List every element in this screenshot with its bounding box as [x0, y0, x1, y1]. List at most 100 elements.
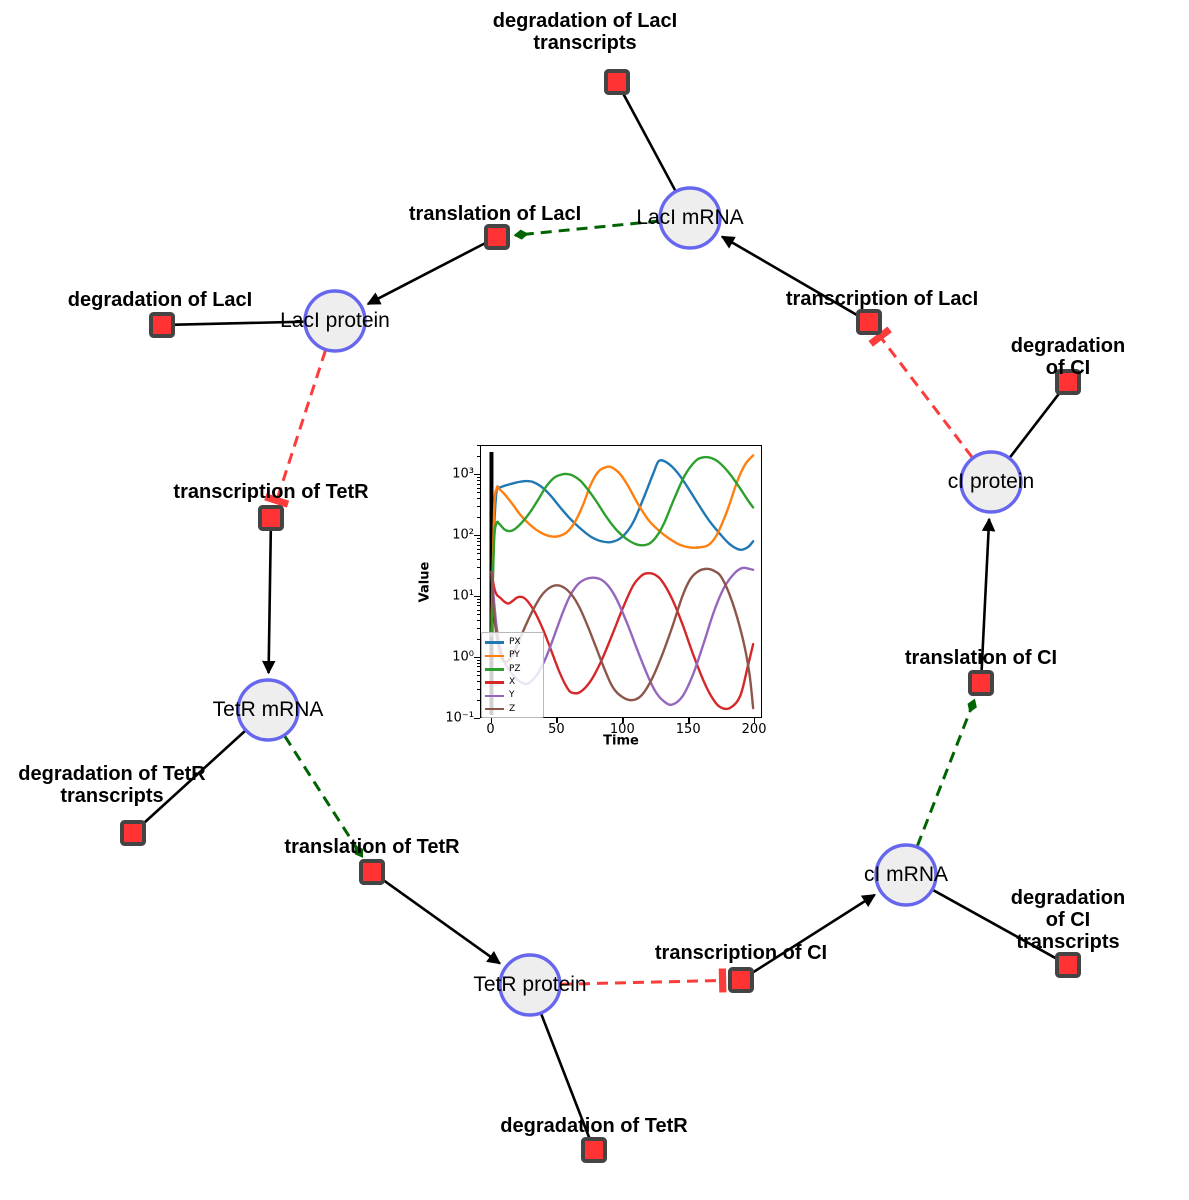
legend-label: PY: [509, 650, 520, 661]
y-minor-tick: [477, 688, 481, 690]
legend-label: Z: [509, 703, 516, 714]
y-minor-tick: [477, 605, 481, 607]
edge-product: [980, 517, 996, 671]
x-tick-mark: [490, 718, 492, 723]
reaction-node-tx_ci[interactable]: [728, 967, 754, 993]
legend-item-PZ: PZ: [485, 663, 540, 676]
species-node-laci_protein[interactable]: [303, 289, 367, 353]
y-minor-tick: [477, 675, 481, 677]
reaction-node-trl_ci[interactable]: [968, 670, 994, 696]
species-node-ci_mrna[interactable]: [874, 843, 938, 907]
edge-product: [381, 878, 502, 965]
y-minor-tick: [477, 537, 481, 539]
species-label-ci_protein: cI protein: [947, 469, 1035, 493]
y-tick-mark: [474, 535, 480, 537]
species-label-laci_protein: LacI protein: [280, 308, 390, 332]
reaction-label-trl_tetr: translation of TetR: [284, 836, 460, 858]
species-node-laci_mrna[interactable]: [658, 186, 722, 250]
legend-item-X: X: [485, 676, 540, 689]
legend-label: PX: [509, 637, 521, 648]
y-minor-tick: [477, 609, 481, 611]
species-label-laci_mrna: LacI mRNA: [636, 205, 744, 229]
y-minor-tick: [477, 666, 481, 668]
reaction-node-deg_laci[interactable]: [149, 312, 175, 338]
legend-label: PZ: [509, 663, 521, 674]
plot-series-area: [489, 451, 755, 716]
reaction-label-deg_tetr_tx: degradation of TetR transcripts: [18, 763, 206, 807]
x-tick-mark: [754, 718, 756, 723]
y-minor-tick: [477, 480, 481, 481]
species-node-tetr_mrna[interactable]: [236, 678, 300, 742]
y-minor-tick: [477, 662, 481, 664]
reaction-node-deg_ci[interactable]: [1055, 369, 1081, 395]
reaction-label-trl_ci: translation of CI: [904, 647, 1058, 669]
edge-product: [366, 241, 487, 306]
y-axis-label: Value: [417, 561, 433, 603]
x-tick-label: 50: [548, 722, 565, 737]
species-node-tetr_protein[interactable]: [498, 953, 562, 1017]
y-minor-tick: [477, 544, 481, 546]
edge-inhibitor: [868, 326, 974, 459]
y-minor-tick: [477, 670, 481, 672]
y-minor-tick: [477, 445, 481, 446]
y-minor-tick: [477, 601, 481, 603]
species-label-tetr_mrna: TetR mRNA: [212, 697, 324, 721]
reaction-label-deg_laci_tx: degradation of LacI transcripts: [492, 10, 678, 54]
y-tick-mark: [474, 657, 480, 659]
chart-legend: PX PY PZ X Y Z: [481, 632, 544, 718]
edge-layer: [141, 92, 1062, 1139]
series-line-X: [490, 570, 755, 711]
y-tick-label: 10⁻¹: [445, 710, 474, 726]
y-tick-label: 10²: [452, 527, 474, 543]
series-line-PZ: [490, 455, 755, 637]
edge-substrate: [174, 320, 305, 326]
x-tick-label: 200: [741, 722, 767, 737]
y-minor-tick: [477, 577, 481, 579]
reaction-node-deg_laci_tx[interactable]: [604, 69, 630, 95]
reaction-node-trl_laci[interactable]: [484, 224, 510, 250]
reaction-label-tx_ci: transcription of CI: [654, 942, 828, 964]
reaction-node-deg_tetr[interactable]: [581, 1137, 607, 1163]
plot-frame: [480, 445, 762, 718]
y-minor-tick: [477, 614, 481, 616]
node-layer[interactable]: [120, 69, 1081, 1163]
y-minor-tick: [477, 559, 481, 561]
reaction-label-tx_tetr: transcription of TetR: [173, 481, 369, 503]
y-tick-label: 10³: [452, 466, 474, 482]
y-minor-tick: [477, 498, 481, 500]
y-tick-label: 10¹: [452, 588, 474, 604]
edge-modifier: [283, 735, 364, 858]
species-node-ci_protein[interactable]: [959, 450, 1023, 514]
edge-product: [262, 530, 276, 675]
y-minor-tick: [477, 476, 481, 478]
edge-inhibitor: [264, 350, 327, 508]
y-tick-mark: [474, 474, 480, 476]
x-tick-mark: [688, 718, 690, 723]
y-minor-tick: [477, 483, 481, 485]
y-minor-tick: [477, 455, 481, 457]
x-tick-label: 150: [675, 722, 701, 737]
x-tick-label: 100: [609, 722, 635, 737]
reaction-node-trl_tetr[interactable]: [359, 859, 385, 885]
edge-substrate: [622, 92, 677, 192]
edge-modifier: [513, 219, 660, 240]
legend-item-Y: Y: [485, 689, 540, 702]
edge-inhibitor: [560, 968, 727, 993]
edge-product: [720, 235, 859, 317]
reaction-label-deg_ci: degradation of CI: [1010, 335, 1126, 379]
reaction-node-deg_ci_tx[interactable]: [1055, 952, 1081, 978]
y-tick-label: 10⁰: [452, 649, 474, 665]
x-axis-label: Time: [603, 733, 639, 749]
reaction-node-tx_tetr[interactable]: [258, 505, 284, 531]
reaction-node-deg_tetr_tx[interactable]: [120, 820, 146, 846]
legend-item-Z: Z: [485, 702, 540, 715]
reaction-node-tx_laci[interactable]: [856, 309, 882, 335]
x-tick-label: 0: [486, 722, 495, 737]
y-minor-tick: [477, 620, 481, 622]
reaction-label-deg_laci: degradation of LacI: [67, 289, 253, 311]
x-tick-mark: [622, 718, 624, 723]
series-line-PX: [490, 459, 755, 637]
legend-color-swatch: [485, 694, 504, 698]
legend-item-PY: PY: [485, 649, 540, 662]
